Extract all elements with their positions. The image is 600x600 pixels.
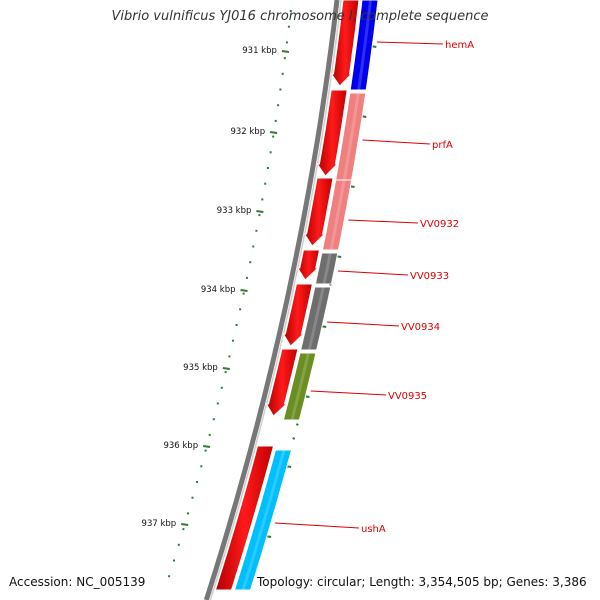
major-tick bbox=[240, 289, 248, 292]
gene-label-hema[interactable]: hemA bbox=[445, 40, 474, 51]
minor-tick bbox=[285, 41, 288, 44]
minor-tick bbox=[177, 543, 180, 546]
gene-label-vv0935[interactable]: VV0935 bbox=[388, 391, 427, 402]
gene-labels: hemA prfA VV0932 VV0933 VV0934 VV0935 ushA bbox=[274, 40, 474, 535]
outer-tick bbox=[295, 423, 299, 426]
minor-tick bbox=[228, 355, 231, 358]
label-leader-line bbox=[310, 390, 387, 396]
minor-tick bbox=[264, 182, 267, 185]
gene-highlight bbox=[322, 253, 332, 284]
label-leader-line bbox=[376, 41, 444, 45]
reverse-gene-feature bbox=[330, 0, 360, 87]
minor-tick bbox=[272, 135, 275, 138]
scale-label: 932 kbp bbox=[230, 127, 265, 137]
label-leader-line bbox=[274, 522, 360, 529]
minor-tick bbox=[187, 512, 189, 515]
backbone-line bbox=[203, 0, 340, 600]
minor-tick bbox=[196, 481, 198, 483]
minor-tick bbox=[204, 449, 207, 452]
major-tick bbox=[202, 445, 211, 448]
gene-highlight bbox=[357, 0, 372, 90]
label-leader-line bbox=[348, 219, 419, 224]
gene-feature-usha[interactable] bbox=[233, 449, 293, 591]
minor-tick bbox=[274, 119, 277, 122]
minor-tick bbox=[261, 198, 264, 201]
minor-tick bbox=[287, 25, 290, 28]
minor-tick bbox=[242, 292, 245, 295]
gene-highlight bbox=[307, 287, 325, 350]
minor-tick bbox=[283, 57, 286, 60]
topology-text: Topology: circular; Length: 3,354,505 bp… bbox=[257, 575, 587, 589]
minor-tick bbox=[249, 261, 252, 264]
backbone-highlight bbox=[209, 0, 342, 600]
reverse-gene-feature bbox=[282, 283, 314, 347]
scale-label: 937 kbp bbox=[142, 519, 177, 529]
minor-tick bbox=[232, 339, 234, 342]
reverse-gene-feature bbox=[214, 445, 275, 591]
minor-tick bbox=[212, 418, 215, 421]
minor-tick bbox=[279, 88, 282, 91]
minor-tick bbox=[245, 276, 248, 279]
chromosome-backbone bbox=[203, 0, 342, 600]
gene-feature-vv0933[interactable] bbox=[314, 252, 339, 285]
minor-tick bbox=[252, 245, 255, 248]
gene-label-vv0932[interactable]: VV0932 bbox=[420, 219, 459, 230]
scale-label: 934 kbp bbox=[201, 285, 236, 295]
minor-tick bbox=[216, 402, 219, 405]
reverse-gene-feature bbox=[303, 177, 334, 247]
minor-tick bbox=[224, 371, 227, 374]
minor-tick bbox=[208, 433, 211, 436]
minor-tick bbox=[258, 214, 261, 217]
label-leader-line bbox=[362, 139, 431, 145]
major-tick bbox=[269, 131, 278, 134]
minor-tick bbox=[281, 72, 284, 75]
gene-label-vv0933[interactable]: VV0933 bbox=[410, 271, 449, 282]
major-tick bbox=[256, 210, 264, 213]
map-title: Vibrio vulnificus YJ016 chromosome I, co… bbox=[111, 9, 489, 24]
gene-highlight bbox=[241, 450, 286, 590]
gene-label-vv0934[interactable]: VV0934 bbox=[401, 322, 440, 333]
reverse-gene-feature bbox=[296, 249, 320, 281]
minor-tick bbox=[200, 465, 203, 468]
gene-feature-hema[interactable] bbox=[349, 0, 379, 91]
reverse-gene-feature bbox=[265, 348, 299, 417]
minor-tick bbox=[277, 104, 280, 107]
minor-tick bbox=[269, 151, 272, 154]
major-tick bbox=[181, 523, 189, 526]
label-leader-line bbox=[338, 270, 409, 276]
scale-label: 936 kbp bbox=[163, 441, 198, 451]
minor-tick bbox=[235, 324, 238, 326]
minor-tick bbox=[266, 167, 269, 169]
minor-tick bbox=[239, 308, 242, 311]
label-leader-line bbox=[327, 321, 400, 327]
gene-highlight bbox=[329, 180, 346, 250]
minor-tick bbox=[182, 528, 185, 531]
gene-label-usha[interactable]: ushA bbox=[361, 524, 386, 535]
scale-label: 933 kbp bbox=[217, 206, 252, 216]
gene-highlight bbox=[342, 93, 360, 180]
gene-label-prfa[interactable]: prfA bbox=[432, 140, 453, 151]
minor-tick bbox=[255, 229, 258, 232]
gene-highlight bbox=[290, 353, 310, 420]
minor-tick bbox=[220, 386, 223, 389]
minor-tick bbox=[289, 10, 292, 12]
outer-tick bbox=[292, 437, 296, 440]
minor-tick bbox=[168, 575, 171, 578]
reverse-strand-features bbox=[214, 0, 360, 591]
scale-label: 935 kbp bbox=[183, 363, 218, 373]
reverse-gene-feature bbox=[316, 89, 348, 177]
accession-text: Accession: NC_005139 bbox=[9, 575, 146, 589]
gene-feature-vv0934[interactable] bbox=[299, 286, 332, 351]
minor-tick bbox=[191, 496, 194, 499]
scale-label: 931 kbp bbox=[242, 46, 277, 56]
major-tick bbox=[222, 367, 230, 370]
major-tick bbox=[281, 50, 290, 53]
gene-feature-vv0932[interactable] bbox=[321, 179, 353, 251]
forward-strand-features bbox=[233, 0, 379, 591]
minor-tick bbox=[173, 559, 175, 562]
gene-feature-vv0935[interactable] bbox=[282, 352, 317, 421]
